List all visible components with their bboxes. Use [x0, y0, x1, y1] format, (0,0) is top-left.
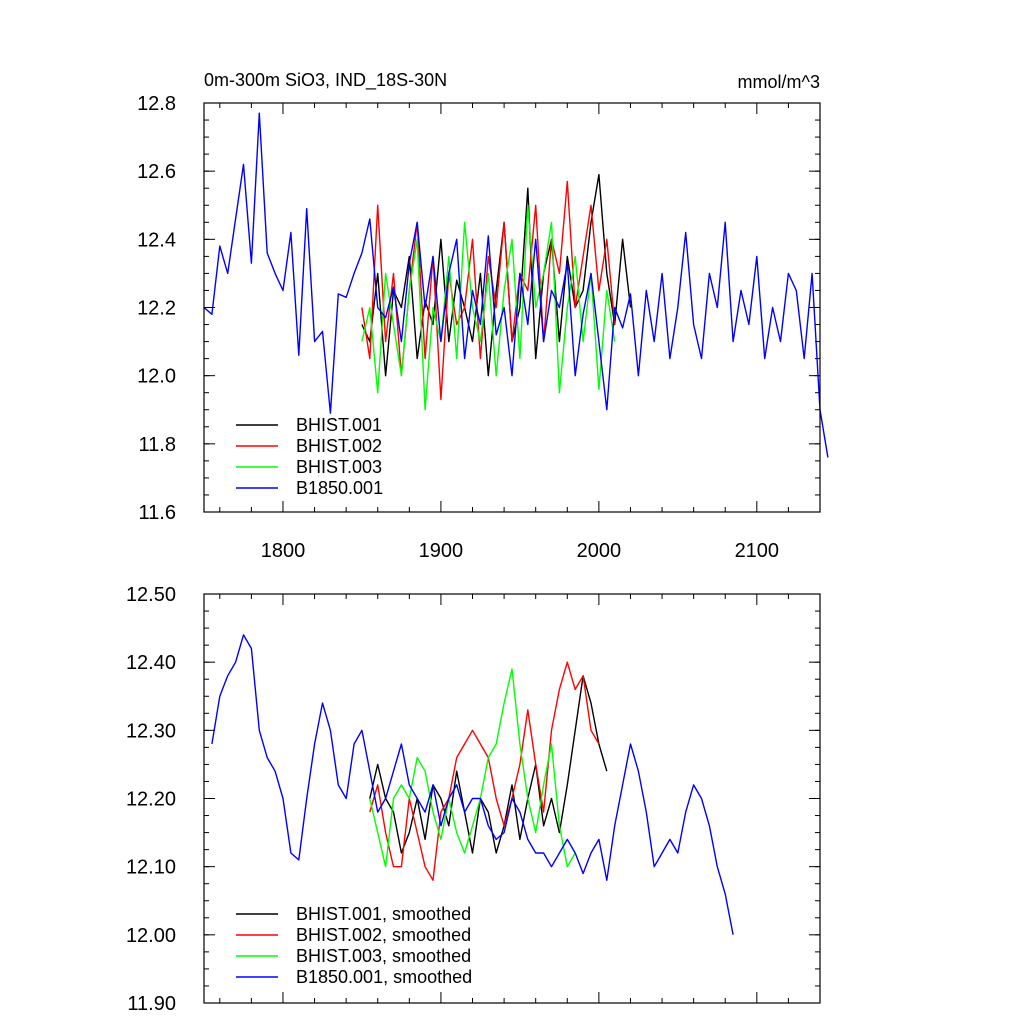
x-tick-label: 2100 — [735, 540, 780, 562]
legend-label: BHIST.003 — [296, 457, 382, 477]
top-series — [203, 112, 829, 458]
y-tick-label: 12.4 — [137, 229, 176, 251]
y-tick-label: 12.8 — [137, 93, 176, 115]
y-tick-label: 12.40 — [126, 652, 176, 674]
top-chart-units: mmol/m^3 — [738, 72, 820, 92]
y-tick-label: 11.90 — [127, 993, 176, 1015]
y-tick-label: 12.6 — [137, 161, 176, 183]
top-panel: 0m-300m SiO3, IND_18S-30N mmol/m^3 1800 1… — [137, 70, 829, 562]
series-line-bhist-002-smoothed — [369, 661, 600, 881]
top-x-tick-labels: 1800 1900 2000 2100 — [261, 540, 779, 562]
series-line-bhist-003-smoothed — [369, 668, 576, 868]
y-tick-label: 12.0 — [137, 366, 176, 388]
legend-label: B1850.001, smoothed — [296, 967, 472, 987]
y-tick-label: 12.10 — [126, 857, 176, 879]
legend-label: BHIST.002, smoothed — [296, 925, 471, 945]
bottom-y-tick-labels: 11.90 12.00 12.10 12.20 12.30 12.40 12.50 — [126, 584, 176, 1015]
x-tick-label: 1800 — [261, 540, 306, 562]
legend-label: BHIST.001 — [296, 415, 382, 435]
legend-label: B1850.001 — [296, 478, 383, 498]
series-line-b1850-001-smoothed — [211, 634, 734, 935]
legend-label: BHIST.003, smoothed — [296, 946, 471, 966]
y-tick-label: 12.30 — [126, 720, 176, 742]
bottom-ticks — [204, 593, 821, 1004]
series-line-bhist-001 — [361, 173, 632, 377]
legend-label: BHIST.002 — [296, 436, 382, 456]
series-line-bhist-003 — [361, 204, 616, 411]
series-line-bhist-001-smoothed — [369, 675, 608, 854]
top-y-tick-labels: 11.6 11.8 12.0 12.2 12.4 12.6 12.8 — [137, 93, 176, 524]
y-tick-label: 12.20 — [126, 789, 176, 811]
bottom-series — [211, 634, 734, 935]
series-line-b1850-001 — [203, 112, 829, 458]
top-plot-frame — [203, 102, 821, 513]
bottom-plot-frame — [203, 593, 821, 1004]
y-tick-label: 12.2 — [137, 298, 176, 320]
y-tick-label: 11.6 — [139, 502, 176, 524]
x-tick-label: 2000 — [577, 540, 622, 562]
bottom-panel: 11.90 12.00 12.10 12.20 12.30 12.40 12.50 BHIS… — [126, 584, 821, 1015]
top-chart-title: 0m-300m SiO3, IND_18S-30N — [204, 70, 447, 91]
y-tick-label: 11.8 — [139, 434, 176, 456]
y-tick-label: 12.50 — [126, 584, 176, 606]
y-tick-label: 12.00 — [126, 925, 176, 947]
legend-label: BHIST.001, smoothed — [296, 904, 471, 924]
x-tick-label: 1900 — [419, 540, 464, 562]
